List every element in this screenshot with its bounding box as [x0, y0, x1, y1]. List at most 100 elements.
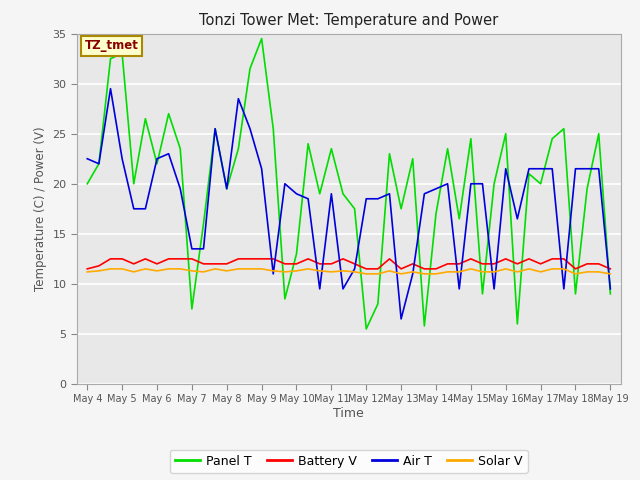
- Title: Tonzi Tower Met: Temperature and Power: Tonzi Tower Met: Temperature and Power: [199, 13, 499, 28]
- Battery V: [141, 256, 149, 262]
- Air T: [456, 286, 463, 292]
- Panel T: [548, 136, 556, 142]
- Air T: [246, 126, 254, 132]
- Air T: [177, 186, 184, 192]
- Solar V: [432, 271, 440, 277]
- Air T: [200, 246, 207, 252]
- Line: Panel T: Panel T: [87, 38, 611, 329]
- Panel T: [130, 181, 138, 187]
- Panel T: [164, 111, 172, 117]
- Battery V: [456, 261, 463, 267]
- Solar V: [537, 269, 545, 275]
- Panel T: [420, 323, 428, 329]
- Solar V: [316, 268, 324, 274]
- Solar V: [339, 268, 347, 274]
- Panel T: [141, 116, 149, 121]
- Air T: [420, 191, 428, 197]
- Air T: [188, 246, 196, 252]
- Air T: [83, 156, 91, 162]
- Legend: Panel T, Battery V, Air T, Solar V: Panel T, Battery V, Air T, Solar V: [170, 450, 528, 473]
- Air T: [467, 181, 475, 187]
- Battery V: [177, 256, 184, 262]
- Air T: [560, 286, 568, 292]
- Solar V: [374, 271, 381, 277]
- Solar V: [246, 266, 254, 272]
- Air T: [351, 266, 358, 272]
- X-axis label: Time: Time: [333, 407, 364, 420]
- Solar V: [525, 266, 533, 272]
- Solar V: [269, 268, 277, 274]
- Panel T: [374, 301, 381, 307]
- Solar V: [607, 271, 614, 277]
- Air T: [525, 166, 533, 172]
- Battery V: [513, 261, 521, 267]
- Panel T: [177, 146, 184, 152]
- Solar V: [188, 268, 196, 274]
- Air T: [583, 166, 591, 172]
- Panel T: [525, 171, 533, 177]
- Panel T: [292, 251, 300, 257]
- Air T: [572, 166, 579, 172]
- Solar V: [304, 266, 312, 272]
- Air T: [548, 166, 556, 172]
- Battery V: [95, 263, 103, 269]
- Panel T: [95, 161, 103, 167]
- Air T: [118, 156, 126, 162]
- Panel T: [595, 131, 602, 137]
- Air T: [386, 191, 394, 197]
- Battery V: [420, 266, 428, 272]
- Solar V: [456, 269, 463, 275]
- Battery V: [211, 261, 219, 267]
- Air T: [234, 96, 242, 102]
- Battery V: [246, 256, 254, 262]
- Panel T: [83, 181, 91, 187]
- Battery V: [200, 261, 207, 267]
- Air T: [490, 286, 498, 292]
- Solar V: [153, 268, 161, 274]
- Air T: [107, 86, 115, 92]
- Panel T: [188, 306, 196, 312]
- Air T: [607, 286, 614, 292]
- Solar V: [258, 266, 266, 272]
- Solar V: [130, 269, 138, 275]
- Panel T: [316, 191, 324, 197]
- Battery V: [490, 261, 498, 267]
- Battery V: [479, 261, 486, 267]
- Panel T: [304, 141, 312, 146]
- Panel T: [211, 126, 219, 132]
- Battery V: [572, 266, 579, 272]
- Solar V: [467, 266, 475, 272]
- Battery V: [351, 261, 358, 267]
- Solar V: [351, 269, 358, 275]
- Panel T: [269, 126, 277, 132]
- Panel T: [432, 211, 440, 216]
- Solar V: [397, 271, 405, 277]
- Solar V: [234, 266, 242, 272]
- Battery V: [118, 256, 126, 262]
- Air T: [397, 316, 405, 322]
- Battery V: [83, 266, 91, 272]
- Line: Solar V: Solar V: [87, 269, 611, 274]
- Battery V: [595, 261, 602, 267]
- Battery V: [234, 256, 242, 262]
- Solar V: [583, 269, 591, 275]
- Battery V: [537, 261, 545, 267]
- Panel T: [200, 221, 207, 227]
- Solar V: [444, 269, 451, 275]
- Battery V: [560, 256, 568, 262]
- Air T: [130, 206, 138, 212]
- Air T: [281, 181, 289, 187]
- Panel T: [234, 146, 242, 152]
- Panel T: [223, 186, 230, 192]
- Solar V: [420, 271, 428, 277]
- Solar V: [595, 269, 602, 275]
- Solar V: [211, 266, 219, 272]
- Air T: [432, 186, 440, 192]
- Solar V: [513, 269, 521, 275]
- Air T: [223, 186, 230, 192]
- Solar V: [560, 266, 568, 272]
- Battery V: [444, 261, 451, 267]
- Battery V: [107, 256, 115, 262]
- Panel T: [572, 291, 579, 297]
- Solar V: [362, 271, 370, 277]
